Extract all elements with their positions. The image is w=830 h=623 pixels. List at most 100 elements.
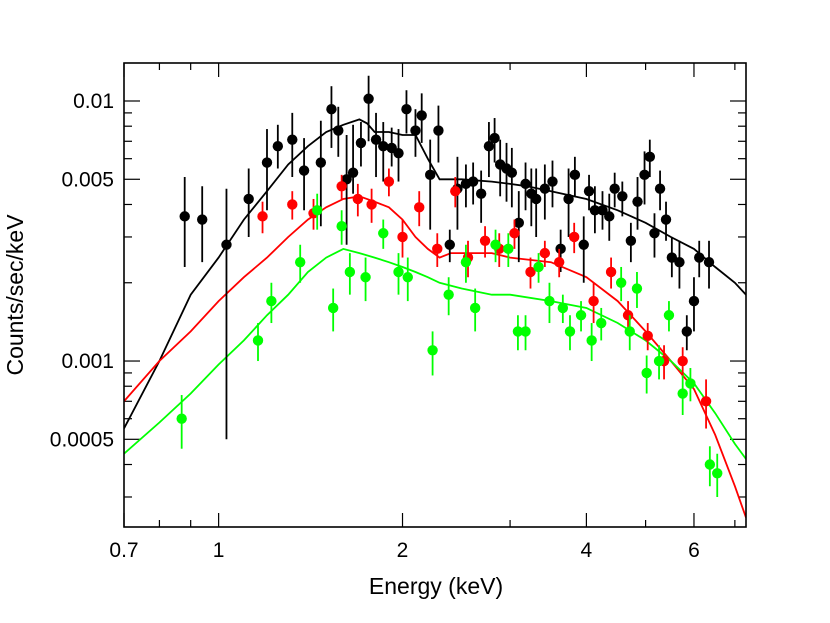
green-data-point bbox=[402, 272, 413, 283]
tick-labels: 0.7 1 2 4 6 0.0005 0.001 0.005 0.01 bbox=[50, 90, 700, 562]
red-data-point bbox=[352, 193, 364, 205]
black-model-line bbox=[124, 118, 746, 429]
green-data-point bbox=[533, 261, 544, 273]
red-data-point bbox=[450, 185, 461, 197]
green-data-point bbox=[663, 310, 675, 321]
red-data-point bbox=[605, 266, 617, 278]
black-data-point bbox=[393, 147, 404, 159]
black-data-point bbox=[179, 211, 190, 222]
black-data-point bbox=[547, 176, 558, 187]
green-data-point bbox=[266, 295, 277, 307]
black-data-point bbox=[315, 157, 327, 168]
green-data-point bbox=[294, 256, 306, 268]
black-data-point bbox=[604, 211, 615, 222]
red-data-point bbox=[336, 181, 347, 192]
green-data-point bbox=[490, 239, 501, 250]
black-data-point bbox=[221, 239, 232, 250]
black-data-point bbox=[287, 134, 298, 145]
black-data-point bbox=[703, 256, 715, 268]
black-data-point bbox=[589, 205, 601, 216]
black-data-point bbox=[583, 185, 595, 197]
black-data-point bbox=[539, 183, 551, 194]
red-data-point bbox=[568, 231, 580, 243]
black-data-point bbox=[433, 125, 444, 136]
black-data-point bbox=[617, 191, 628, 202]
black-data-point bbox=[513, 217, 524, 229]
black-data-point bbox=[597, 205, 608, 216]
green-data-point bbox=[615, 277, 627, 288]
black-data-point bbox=[506, 167, 518, 178]
black-data-point bbox=[483, 141, 495, 152]
black-data-point bbox=[569, 169, 581, 181]
x-tick-label: 0.7 bbox=[109, 539, 138, 562]
green-data-point bbox=[685, 378, 696, 389]
black-data-point bbox=[674, 256, 685, 268]
x-axis-label: Energy (keV) bbox=[369, 573, 503, 599]
black-data-point bbox=[378, 141, 389, 152]
green-data-point bbox=[557, 302, 569, 314]
black-data-point bbox=[401, 103, 412, 115]
black-data-point bbox=[632, 196, 643, 207]
x-tick-label: 2 bbox=[397, 539, 409, 562]
green-data-point bbox=[360, 272, 371, 283]
green-data-point bbox=[624, 326, 635, 337]
green-data-point bbox=[344, 266, 356, 278]
black-data-point bbox=[563, 193, 574, 205]
x-tick-label: 1 bbox=[213, 539, 225, 562]
black-data-point bbox=[644, 151, 656, 163]
black-data-point bbox=[333, 125, 344, 136]
red-data-point bbox=[539, 247, 551, 259]
plot-area bbox=[124, 75, 746, 518]
black-data-point bbox=[609, 183, 620, 194]
green-data-point bbox=[503, 243, 514, 255]
black-data-point bbox=[489, 132, 500, 144]
black-data-point bbox=[467, 176, 479, 187]
red-data-point bbox=[525, 266, 536, 278]
green-data-point bbox=[520, 326, 531, 337]
black-data-point bbox=[370, 134, 382, 145]
green-data-point bbox=[712, 468, 723, 479]
green-data-point bbox=[252, 335, 264, 346]
red-data-point bbox=[622, 310, 634, 321]
black-data-point bbox=[347, 167, 359, 178]
red-data-point bbox=[366, 199, 377, 210]
green-data-point bbox=[176, 413, 187, 424]
model-curves bbox=[124, 118, 746, 518]
black-data-point bbox=[197, 214, 208, 225]
black-data-point bbox=[272, 141, 284, 152]
green-data-point bbox=[378, 228, 389, 239]
black-data-point bbox=[261, 157, 273, 168]
green-data-point bbox=[641, 367, 652, 379]
green-data-point bbox=[596, 317, 607, 329]
black-data-point bbox=[555, 243, 566, 255]
black-data-point bbox=[530, 193, 542, 205]
plot-frame bbox=[123, 62, 747, 528]
red-data-point bbox=[700, 396, 712, 407]
green-model-line bbox=[124, 247, 746, 460]
black-data-point bbox=[639, 169, 650, 181]
y-tick-label: 0.001 bbox=[61, 350, 114, 373]
red-data-point bbox=[383, 176, 395, 187]
green-data-point bbox=[575, 310, 587, 321]
black-data-point bbox=[355, 137, 367, 149]
green-data-point bbox=[653, 355, 665, 367]
red-data-point bbox=[677, 355, 688, 367]
red-data-point bbox=[414, 202, 425, 213]
green-data-point bbox=[393, 266, 404, 278]
black-data-point bbox=[688, 295, 700, 307]
black-data-point bbox=[243, 193, 254, 205]
green-data-point bbox=[443, 289, 454, 300]
red-data-point bbox=[397, 231, 408, 243]
black-data-point bbox=[625, 235, 637, 246]
black-data-point bbox=[654, 183, 666, 194]
green-data-point bbox=[311, 205, 323, 216]
green-data-point bbox=[564, 326, 576, 337]
black-data-point bbox=[475, 188, 487, 199]
green-data-point bbox=[336, 220, 347, 232]
black-data-point bbox=[298, 165, 310, 176]
green-data-point bbox=[586, 335, 597, 346]
black-data-point bbox=[520, 178, 531, 190]
x-tick-label: 6 bbox=[688, 539, 700, 562]
green-data-point bbox=[631, 283, 643, 294]
